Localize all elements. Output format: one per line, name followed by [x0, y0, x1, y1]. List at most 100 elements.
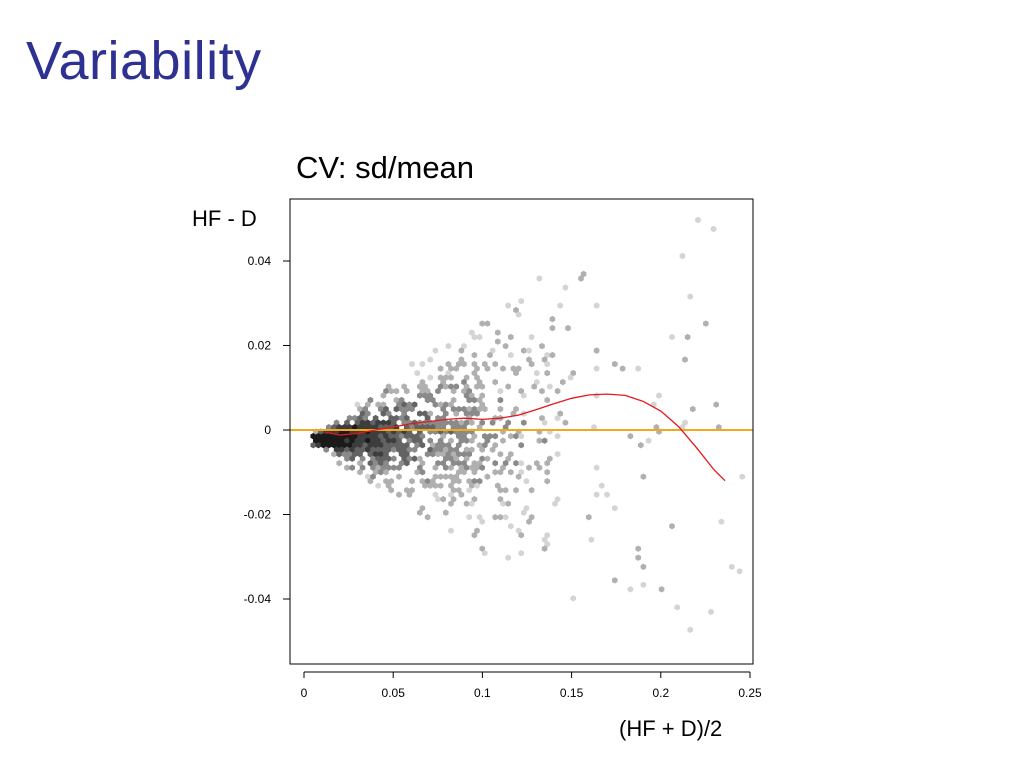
- density-hex: [448, 383, 454, 390]
- density-hex: [578, 275, 584, 282]
- density-hex: [479, 392, 485, 399]
- density-hex: [453, 410, 459, 417]
- density-hex: [388, 478, 394, 485]
- density-hex: [476, 378, 483, 386]
- density-hex: [521, 392, 527, 399]
- density-hex: [445, 442, 452, 449]
- density-hex: [627, 433, 634, 440]
- density-hex: [541, 356, 548, 363]
- density-hex: [469, 392, 475, 399]
- density-hex: [515, 311, 522, 318]
- density-hex: [593, 302, 600, 309]
- x-tick-label: 0.05: [382, 686, 406, 700]
- density-hex: [443, 455, 449, 462]
- density-hex: [508, 523, 514, 530]
- density-hex: [365, 401, 371, 408]
- density-hex: [443, 446, 449, 453]
- density-hex: [422, 410, 428, 417]
- density-hex: [357, 442, 363, 449]
- density-hex: [326, 424, 332, 431]
- density-hex: [461, 378, 467, 386]
- density-hex: [430, 451, 436, 458]
- density-hex: [383, 451, 389, 458]
- density-hex: [500, 464, 506, 471]
- density-hex: [458, 347, 465, 354]
- density-hex: [450, 478, 457, 485]
- density-hex: [729, 563, 735, 570]
- density-hex: [510, 365, 517, 372]
- density-hex: [404, 442, 410, 449]
- density-hex: [635, 545, 641, 552]
- density-hex: [458, 356, 465, 363]
- density-hex: [388, 433, 394, 440]
- density-hex: [526, 356, 532, 363]
- density-hex: [406, 437, 413, 444]
- density-hex: [404, 405, 410, 413]
- density-hex: [383, 387, 389, 395]
- density-hex: [458, 419, 465, 426]
- density-hex: [385, 446, 392, 453]
- density-hex: [365, 410, 371, 417]
- density-hex: [359, 464, 366, 471]
- x-tick-label: 0.1: [474, 686, 491, 700]
- density-hex: [331, 442, 337, 449]
- density-hex: [580, 270, 587, 278]
- density-hex: [365, 437, 371, 444]
- density-hex: [352, 414, 358, 422]
- density-hex: [458, 491, 465, 498]
- density-hex: [497, 396, 504, 404]
- density-hex: [443, 401, 449, 408]
- density-hex: [526, 518, 532, 525]
- density-hex: [710, 225, 717, 233]
- density-hex: [476, 405, 483, 413]
- density-hex: [502, 487, 509, 494]
- x-axis-label: (HF + D)/2: [619, 716, 723, 741]
- density-hex: [370, 419, 376, 426]
- density-hex: [448, 365, 454, 372]
- density-hex: [679, 252, 686, 260]
- density-hex: [593, 491, 600, 498]
- density-hex: [352, 433, 358, 440]
- density-hex: [380, 446, 387, 453]
- density-hex: [612, 505, 618, 512]
- density-hex: [638, 442, 644, 449]
- density-hex: [344, 464, 350, 471]
- density-hex: [471, 496, 478, 503]
- density-hex: [359, 410, 366, 417]
- density-hex: [398, 442, 405, 449]
- density-hex: [482, 550, 488, 557]
- density-hex: [378, 433, 384, 440]
- density-hex: [515, 527, 522, 534]
- density-hex: [469, 482, 475, 489]
- density-hex: [531, 383, 537, 390]
- density-hex: [383, 478, 389, 485]
- density-hex: [419, 424, 426, 431]
- density-hex: [359, 419, 366, 426]
- density-hex: [463, 374, 470, 381]
- density-hex: [463, 464, 470, 471]
- density-hex: [505, 500, 511, 507]
- density-hex: [443, 419, 449, 426]
- density-hex: [482, 433, 488, 440]
- density-hex: [427, 437, 433, 444]
- density-hex: [557, 410, 563, 417]
- density-hex: [352, 451, 358, 458]
- density-hex: [453, 473, 459, 480]
- y-axis: -0.04 -0.02 0 0.02 0.04: [244, 254, 291, 606]
- density-hex: [398, 405, 405, 413]
- density-hex: [456, 424, 462, 431]
- density-hex: [404, 433, 410, 440]
- density-hex: [385, 383, 392, 390]
- density-hex: [549, 324, 556, 332]
- density-hex: [458, 464, 465, 471]
- x-tick-label: 0: [301, 686, 308, 700]
- density-hex: [635, 365, 641, 372]
- density-hex: [432, 401, 439, 408]
- density-hex: [557, 302, 563, 309]
- density-hex: [406, 491, 413, 498]
- density-hex: [684, 333, 691, 341]
- density-hex: [461, 433, 467, 440]
- density-hex: [544, 360, 550, 368]
- density-hex: [346, 442, 353, 449]
- density-hex: [401, 383, 407, 390]
